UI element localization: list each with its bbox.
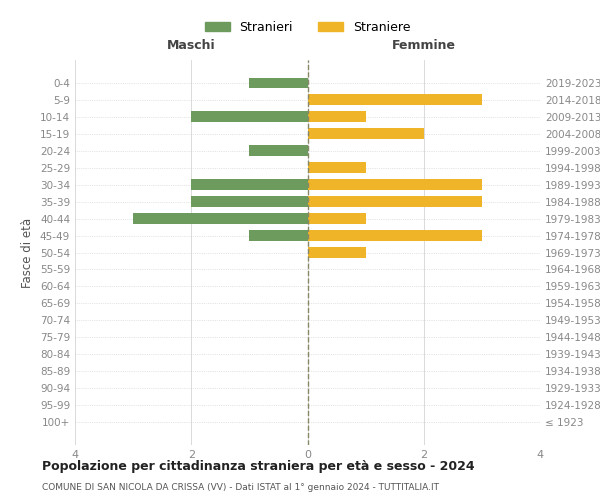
Bar [191,112,308,122]
Text: Femmine: Femmine [392,40,456,52]
Bar [308,162,365,172]
Legend: Stranieri, Straniere: Stranieri, Straniere [199,16,415,39]
Text: COMUNE DI SAN NICOLA DA CRISSA (VV) - Dati ISTAT al 1° gennaio 2024 - TUTTITALIA: COMUNE DI SAN NICOLA DA CRISSA (VV) - Da… [42,482,439,492]
Text: Maschi: Maschi [167,40,215,52]
Bar [250,78,308,88]
Bar [191,196,308,206]
Bar [308,230,482,240]
Bar [308,128,424,138]
Bar [191,180,308,190]
Bar [308,112,365,122]
Text: Popolazione per cittadinanza straniera per età e sesso - 2024: Popolazione per cittadinanza straniera p… [42,460,475,473]
Bar [250,230,308,240]
Y-axis label: Fasce di età: Fasce di età [22,218,34,288]
Bar [133,214,308,224]
Bar [308,180,482,190]
Bar [308,214,365,224]
Bar [308,196,482,206]
Bar [250,146,308,156]
Bar [308,94,482,104]
Bar [308,248,365,258]
